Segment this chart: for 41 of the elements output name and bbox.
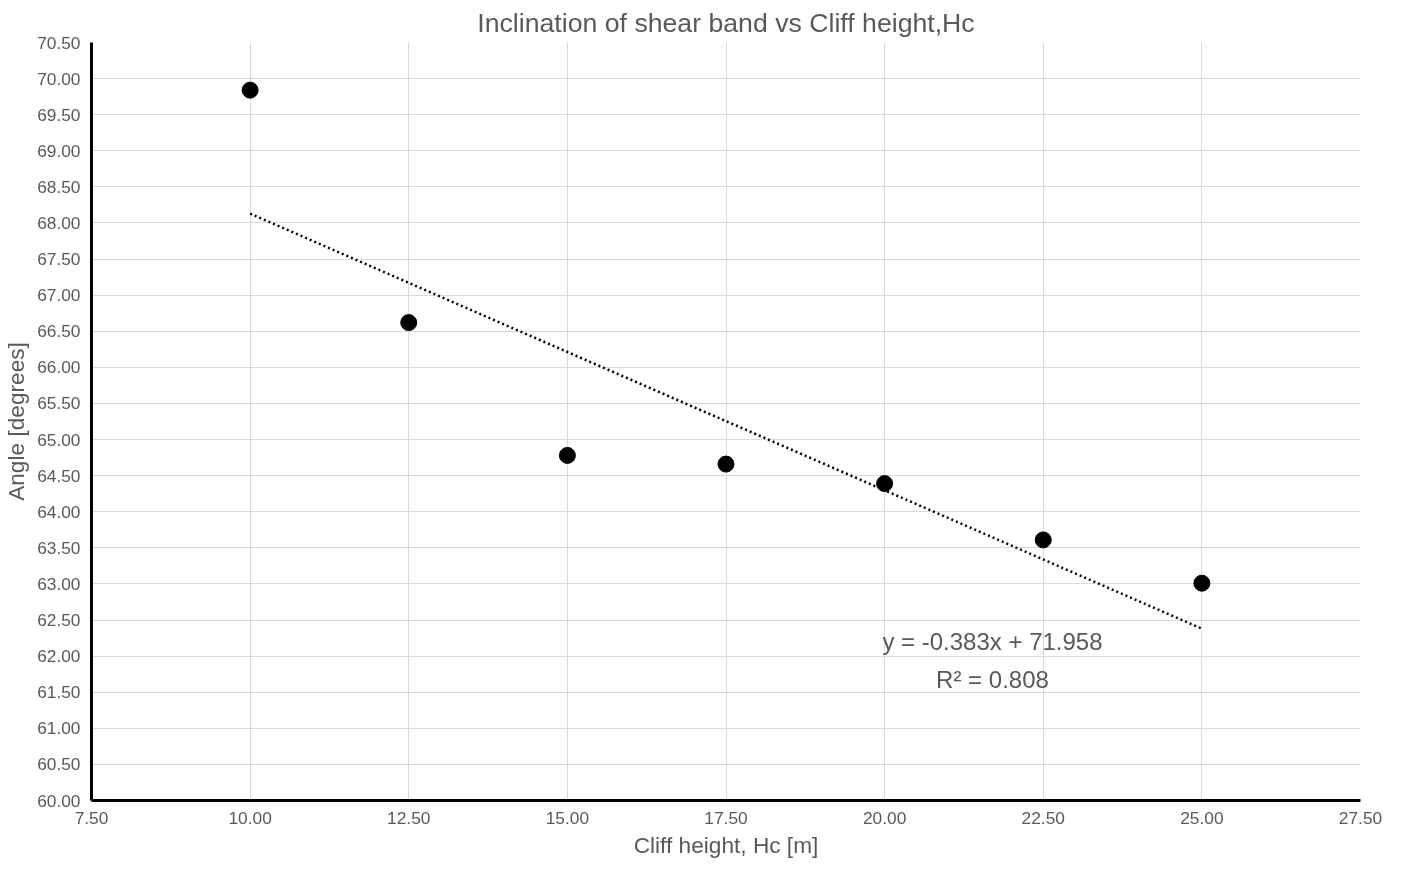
x-tick-label: 10.00 — [228, 807, 272, 828]
point — [400, 314, 418, 332]
y-tick-label: 62.50 — [37, 610, 81, 631]
y-tick-label: 65.50 — [37, 393, 81, 414]
y-tick-label: 62.00 — [37, 646, 81, 667]
y-tick-label: 63.00 — [37, 573, 81, 594]
x-tick-label: 20.00 — [862, 807, 907, 828]
point — [558, 446, 576, 464]
y-tick-label: 67.00 — [37, 285, 81, 306]
y-tick-label: 64.00 — [37, 501, 81, 522]
point — [241, 81, 259, 99]
y-tick-label: 64.50 — [37, 465, 81, 486]
y-axis-title: Angle [degrees] — [3, 342, 30, 501]
y-tick-label: 61.50 — [37, 682, 81, 703]
y-tick-label: 70.50 — [37, 32, 81, 53]
y-tick-label: 66.50 — [37, 321, 81, 342]
annotation: R² = 0.808 — [936, 665, 1049, 693]
x-tick-label: 17.50 — [704, 807, 748, 828]
y-tick-label: 69.50 — [37, 104, 81, 125]
y-tick-label: 69.00 — [37, 140, 81, 161]
y-tick-label: 61.00 — [37, 718, 81, 739]
x-tick-label: 27.50 — [1338, 807, 1383, 828]
y-tick-label: 63.50 — [37, 537, 81, 558]
y-tick-label: 66.00 — [37, 357, 81, 378]
point — [1034, 531, 1052, 549]
y-tick-label: 65.00 — [37, 429, 81, 450]
point — [1193, 574, 1211, 592]
point — [717, 455, 735, 473]
y-tick-label: 60.50 — [37, 754, 81, 775]
x-tick-label: 12.50 — [387, 807, 431, 828]
annotation: y = -0.383x + 71.958 — [882, 627, 1103, 655]
x-tick-label: 15.00 — [545, 807, 590, 828]
x-tick-label: 22.50 — [1021, 807, 1065, 828]
x-tick-label: 25.00 — [1180, 807, 1224, 828]
point — [876, 475, 894, 493]
y-tick-label: 68.00 — [37, 212, 81, 233]
y-tick-label: 67.50 — [37, 249, 81, 270]
x-axis-title: Cliff height, Hc [m] — [633, 831, 819, 858]
chart-title: Inclination of shear band vs Cliff height,Hc — [477, 7, 975, 38]
y-tick-label: 70.00 — [37, 68, 81, 89]
y-tick-label: 68.50 — [37, 176, 81, 197]
